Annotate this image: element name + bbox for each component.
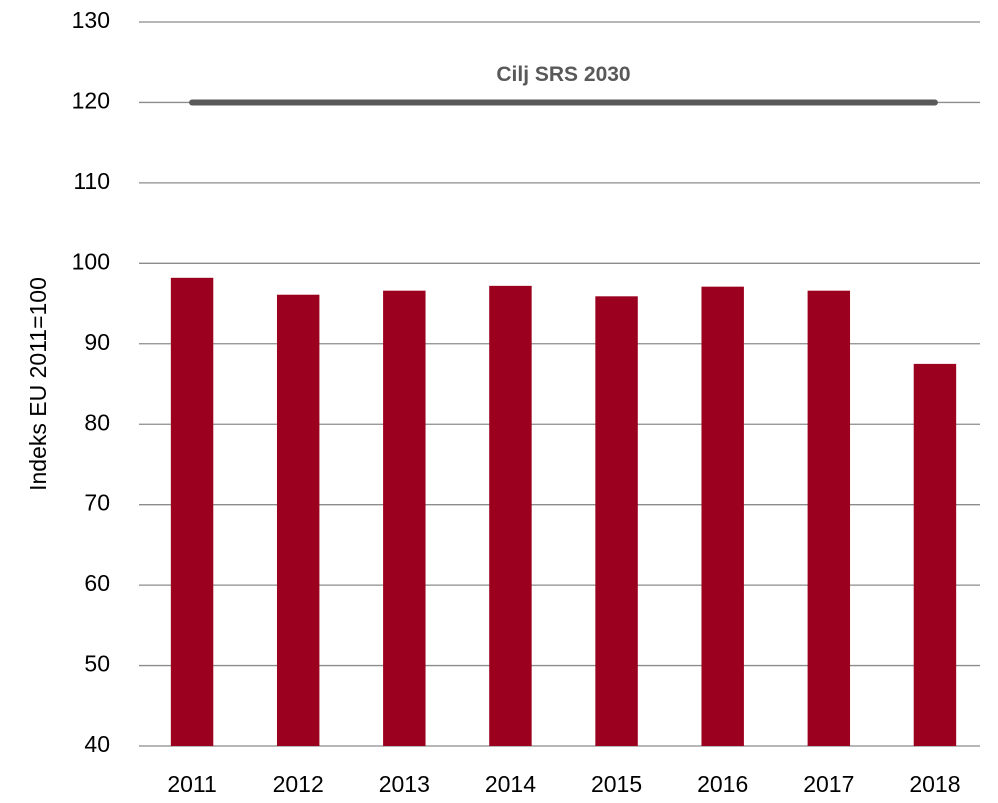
bar [701,286,744,746]
x-tick-label: 2018 [909,771,960,797]
y-tick-label: 100 [72,248,110,274]
y-tick-label: 70 [84,490,110,516]
y-tick-label: 40 [84,731,110,757]
y-axis-label: Indeks EU 2011=100 [25,277,51,491]
x-tick-label: 2011 [167,771,216,797]
x-tick-label: 2012 [273,771,324,797]
y-tick-label: 110 [73,168,110,194]
target-label: Cilj SRS 2030 [496,63,630,86]
x-tick-label: 2016 [697,771,748,797]
x-tick-label: 2013 [379,771,430,797]
y-tick-label: 90 [84,329,110,355]
x-tick-label: 2015 [591,771,642,797]
bar [276,294,320,746]
y-tick-label: 120 [72,88,110,114]
bar [807,290,851,746]
x-tick-label: 2014 [485,771,536,797]
x-tick-label: 2017 [803,771,854,797]
bar [383,290,426,746]
bar [170,277,214,746]
bar [913,363,957,746]
bar [595,296,638,746]
y-tick-label: 130 [72,7,110,33]
y-tick-label: 50 [84,651,110,677]
bar [489,285,532,746]
y-tick-label: 60 [84,570,110,596]
y-tick-label: 80 [84,409,110,435]
